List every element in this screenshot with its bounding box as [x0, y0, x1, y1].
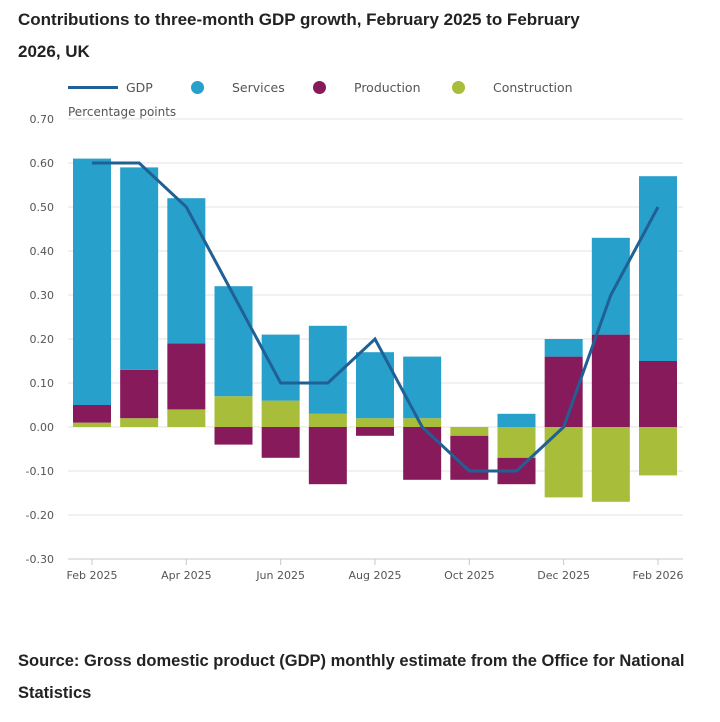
bar-construction-may-2025: [214, 396, 253, 427]
bar-construction-feb-2025: [73, 422, 111, 427]
bar-construction-jul-2025: [308, 413, 347, 427]
x-tick-label: Feb 2025: [67, 569, 118, 582]
legend-label: GDP: [126, 79, 153, 95]
y-tick-label: 0.20: [30, 333, 55, 346]
bar-production-sep-2025: [403, 427, 442, 480]
bar-production-mar-2025: [120, 369, 159, 419]
bar-services-nov-2025: [497, 413, 536, 427]
legend-label: Construction: [493, 79, 573, 95]
y-tick-label: 0.10: [30, 377, 55, 390]
y-tick-label: 0.60: [30, 157, 55, 170]
x-tick-label: Dec 2025: [537, 569, 590, 582]
bar-services-dec-2025: [544, 339, 583, 357]
bar-services-apr-2025: [167, 198, 206, 344]
legend-dot-swatch-icon: [191, 80, 204, 94]
y-tick-label: 0.30: [30, 289, 55, 302]
legend-item-gdp[interactable]: GDP: [68, 76, 153, 98]
legend-label: Services: [232, 79, 285, 95]
legend-item-construction[interactable]: Construction: [452, 76, 573, 98]
x-tick-label: Apr 2025: [161, 569, 212, 582]
legend-line-swatch-icon: [68, 85, 118, 89]
y-tick-label: 0.00: [30, 421, 55, 434]
y-tick-label: 0.40: [30, 245, 55, 258]
legend-item-services[interactable]: Services: [191, 76, 285, 98]
x-tick-label: Aug 2025: [349, 569, 402, 582]
bar-production-jul-2025: [308, 427, 347, 485]
legend-item-production[interactable]: Production: [313, 76, 421, 98]
chart-title: Contributions to three-month GDP growth,…: [18, 10, 580, 61]
y-tick-label: -0.30: [26, 553, 54, 566]
bar-services-may-2025: [214, 286, 253, 397]
bar-construction-nov-2025: [497, 427, 536, 458]
bar-construction-sep-2025: [403, 418, 442, 427]
bar-production-feb-2026: [639, 361, 677, 427]
bar-production-jan-2026: [591, 334, 630, 427]
y-tick-label: 0.70: [30, 113, 55, 126]
bar-construction-aug-2025: [356, 418, 394, 427]
gdp-line: [92, 161, 660, 473]
bar-production-aug-2025: [356, 427, 394, 436]
bar-services-mar-2025: [120, 167, 159, 370]
bar-production-apr-2025: [167, 343, 206, 410]
bar-construction-mar-2025: [120, 418, 159, 427]
chart-legend: GDP Services Production Construction: [0, 76, 720, 98]
bar-services-feb-2025: [73, 158, 111, 405]
chart-source: Source: Gross domestic product (GDP) mon…: [18, 652, 685, 702]
bar-construction-jun-2025: [261, 400, 300, 427]
bar-construction-oct-2025: [450, 427, 489, 436]
x-tick-label: Feb 2026: [633, 569, 684, 582]
bar-services-feb-2026: [639, 176, 677, 361]
y-tick-label: -0.20: [26, 509, 54, 522]
legend-label: Production: [354, 79, 421, 95]
bar-construction-jan-2026: [591, 427, 630, 502]
chart-plot: -0.30 -0.20 -0.10 0.00 0.10 0.20 0.30 0.40 0.50 0…: [26, 105, 684, 582]
bar-production-feb-2025: [73, 405, 111, 423]
bar-services-jun-2025: [261, 334, 300, 401]
bar-services-jan-2026: [591, 237, 630, 335]
legend-dot-swatch-icon: [452, 80, 465, 94]
y-tick-label: -0.10: [26, 465, 54, 478]
bar-construction-apr-2025: [167, 409, 206, 427]
bar-construction-feb-2026: [639, 427, 677, 476]
y-axis-label: Percentage points: [68, 105, 176, 119]
bar-production-may-2025: [214, 427, 253, 445]
y-tick-label: 0.50: [30, 201, 55, 214]
bar-production-jun-2025: [261, 427, 300, 458]
x-tick-label: Jun 2025: [255, 569, 305, 582]
bar-services-sep-2025: [403, 356, 442, 419]
legend-dot-swatch-icon: [313, 80, 326, 94]
x-tick-label: Oct 2025: [444, 569, 495, 582]
